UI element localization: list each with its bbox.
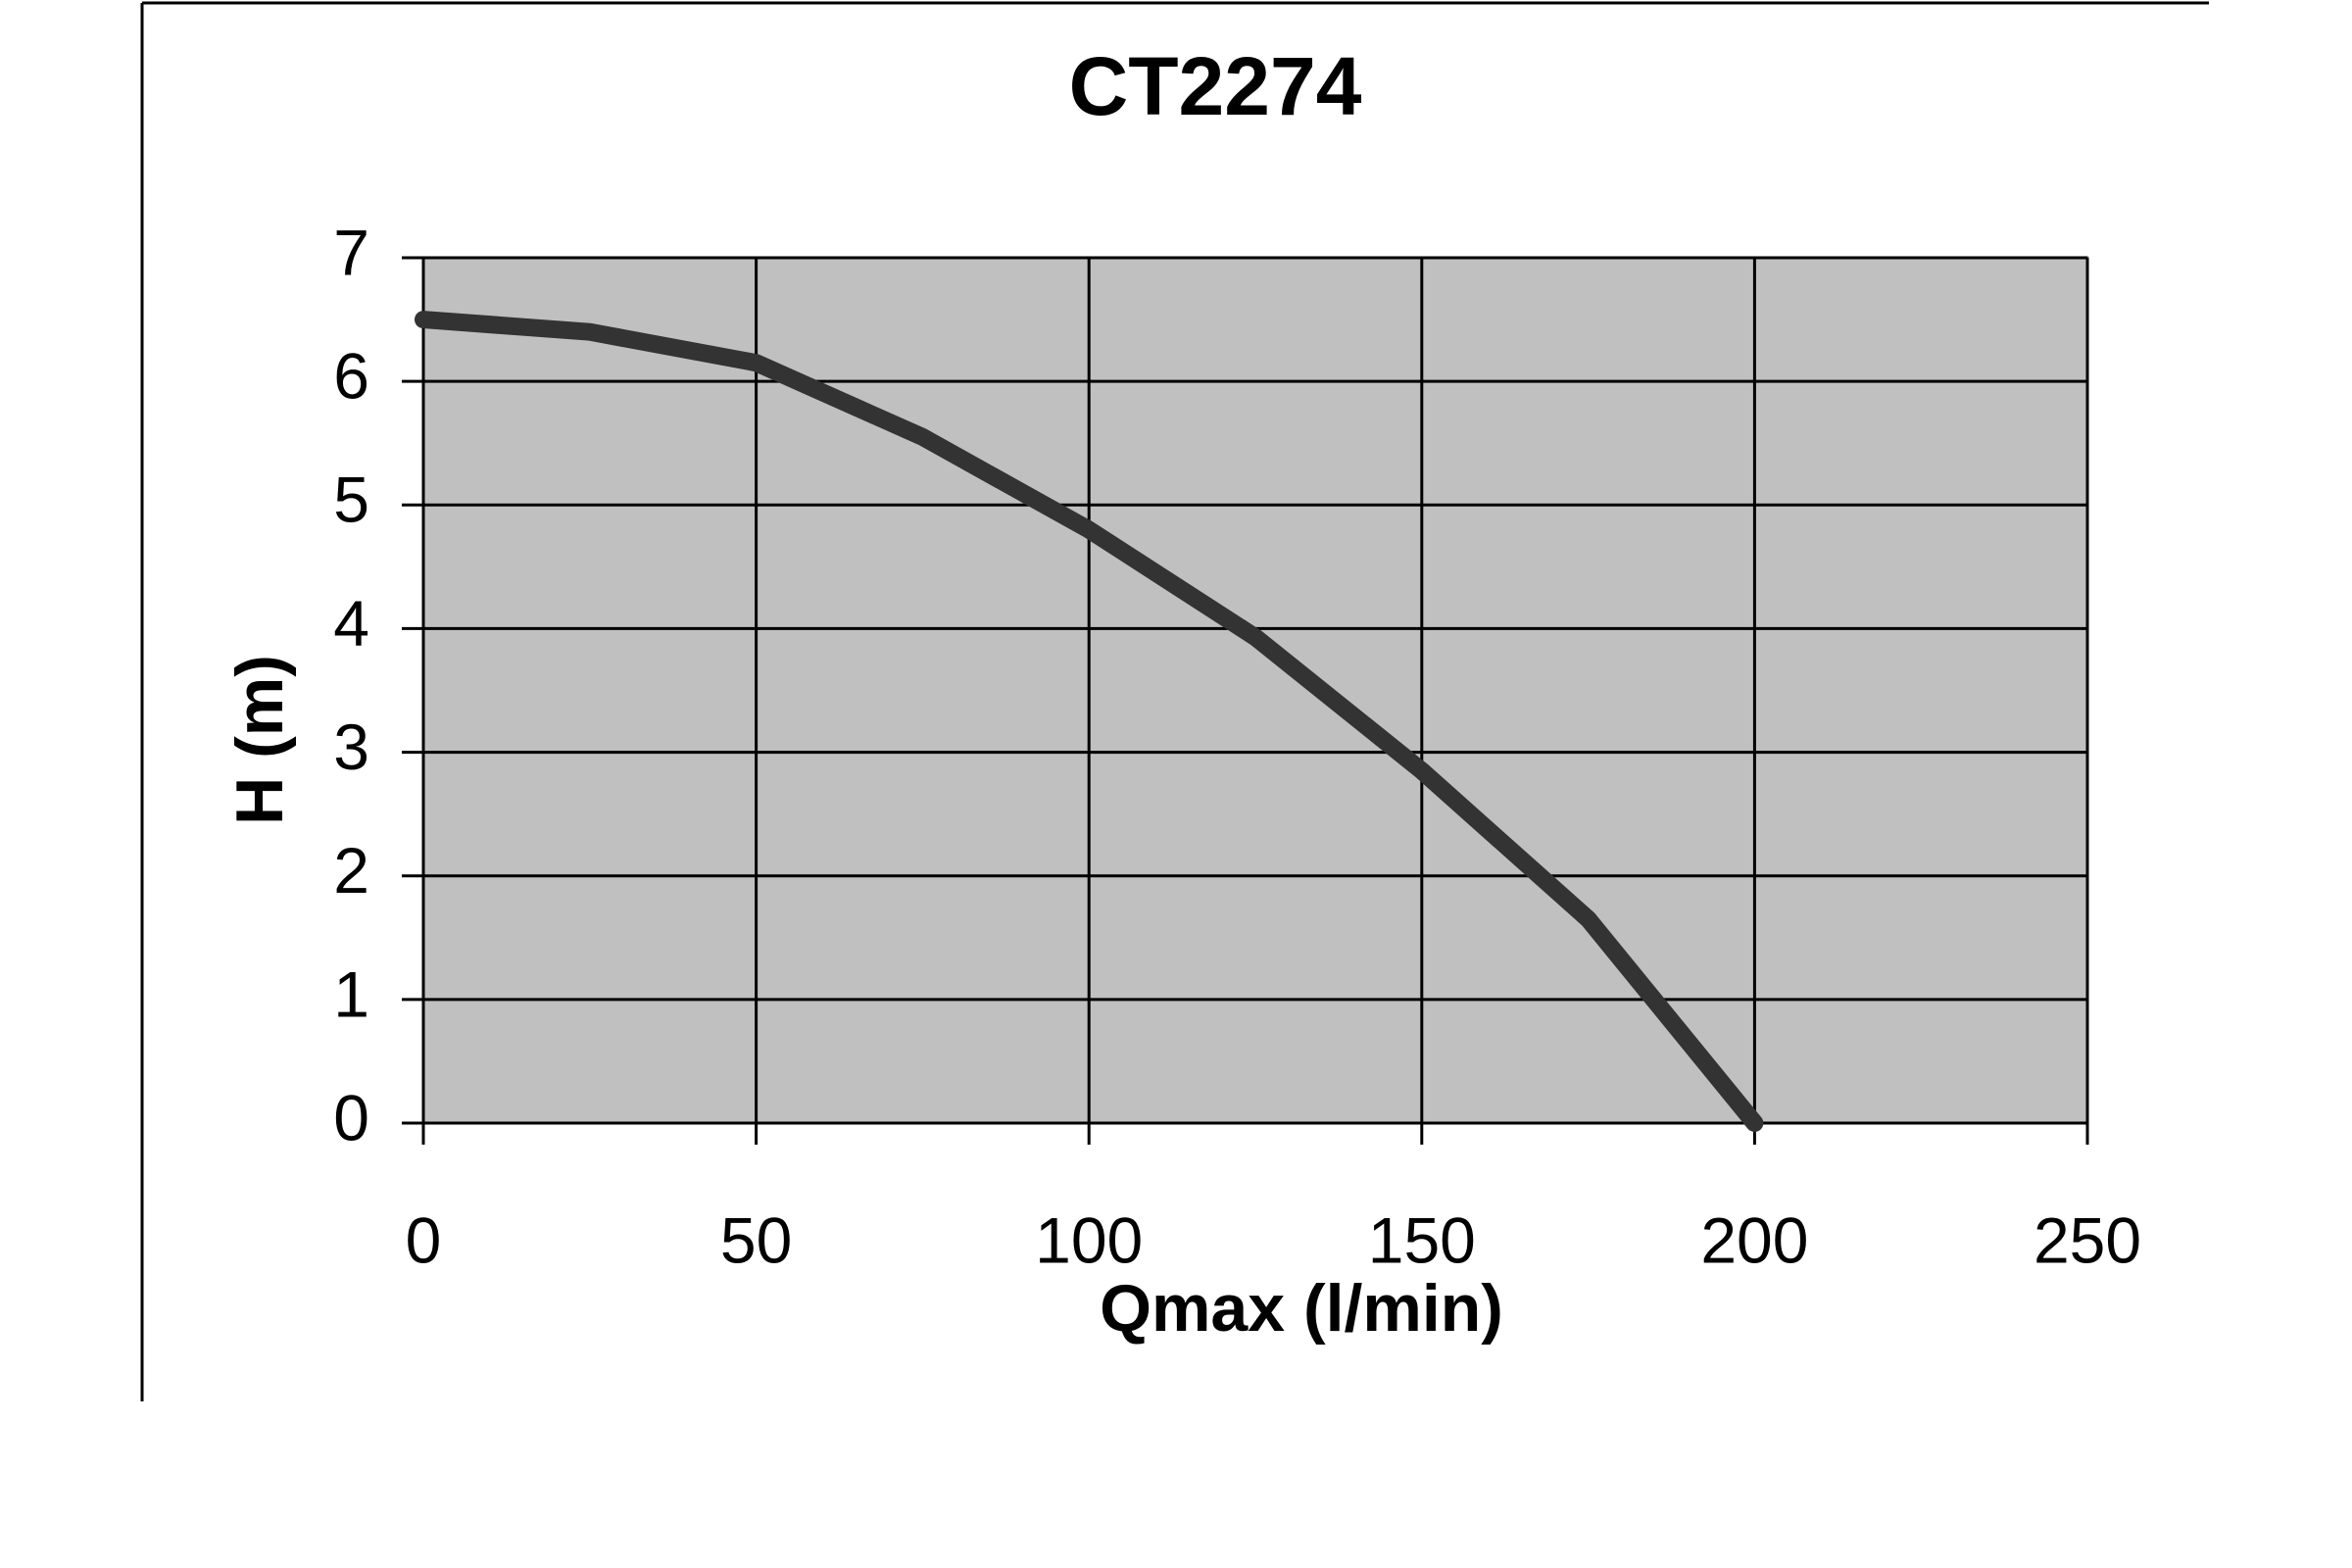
x-tick-label: 100 xyxy=(1035,1203,1143,1276)
x-tick-label: 200 xyxy=(1700,1203,1808,1276)
y-tick-label: 5 xyxy=(333,464,369,536)
y-tick-label: 1 xyxy=(333,957,369,1030)
x-tick-label: 150 xyxy=(1368,1203,1476,1276)
x-tick-label: 0 xyxy=(406,1203,442,1276)
y-tick-label: 3 xyxy=(333,710,369,783)
chart-title: CT2274 xyxy=(1069,40,1362,132)
y-tick-label: 7 xyxy=(333,216,369,288)
y-tick-label: 4 xyxy=(333,587,369,660)
x-axis-label: Qmax (l/min) xyxy=(1100,1271,1503,1346)
y-tick-label: 2 xyxy=(333,834,369,906)
y-axis-label: H (m) xyxy=(222,655,297,825)
plot-area xyxy=(421,256,2089,1125)
y-tick-label: 0 xyxy=(333,1081,369,1153)
x-tick-label: 250 xyxy=(2034,1203,2141,1276)
y-tick-label: 6 xyxy=(333,340,369,413)
x-tick-label: 50 xyxy=(720,1203,792,1276)
data-line xyxy=(415,311,1764,1132)
